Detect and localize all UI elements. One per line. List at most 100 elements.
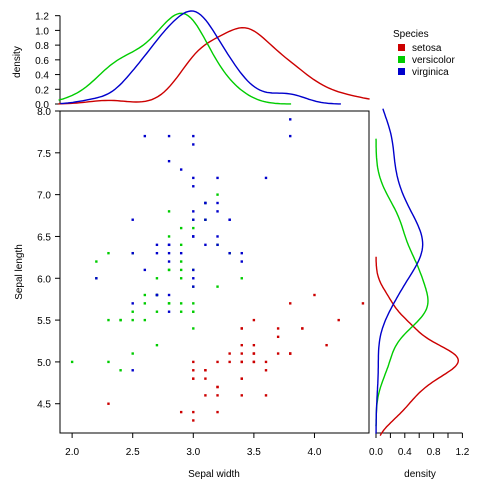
point-setosa — [240, 352, 243, 355]
y-axis: 4.5 5.0 5.5 6.0 6.5 7.0 7.5 8.0 — [37, 107, 60, 411]
point-setosa — [204, 377, 207, 380]
right-density-curve-setosa — [375, 256, 460, 436]
top-density-curve-virginica — [60, 10, 341, 105]
point-virginica — [192, 285, 195, 288]
legend-swatch-setosa — [398, 44, 405, 51]
point-setosa — [107, 402, 110, 405]
point-setosa — [192, 410, 195, 414]
x-tick-label: 2.5 — [126, 447, 140, 458]
top-density-y-tick-label: 0.8 — [35, 41, 49, 52]
point-setosa — [240, 343, 243, 347]
point-virginica — [192, 134, 195, 138]
point-setosa — [252, 360, 256, 364]
point-virginica — [167, 251, 171, 255]
point-setosa — [192, 369, 195, 372]
y-tick-label: 6.5 — [37, 232, 51, 243]
point-virginica — [131, 251, 134, 255]
right-density-x-tick-label: 1.2 — [455, 447, 469, 458]
point-virginica — [192, 277, 195, 280]
point-virginica — [131, 369, 134, 372]
point-setosa — [361, 302, 365, 305]
point-versicolor — [216, 193, 219, 196]
point-setosa — [216, 410, 219, 414]
point-setosa — [216, 385, 219, 389]
point-versicolor — [107, 318, 110, 322]
point-virginica — [240, 260, 243, 263]
y-axis-label: Sepal length — [14, 244, 25, 300]
point-setosa — [313, 293, 316, 297]
point-virginica — [192, 268, 195, 272]
point-setosa — [192, 377, 195, 380]
top-density-y-tick-label: 0.0 — [35, 100, 49, 111]
legend-label-virginica: virginica — [412, 67, 449, 78]
point-virginica — [204, 218, 207, 221]
point-versicolor — [179, 260, 183, 263]
point-virginica — [216, 243, 219, 247]
point-virginica — [216, 235, 219, 238]
main-scatter-panel: 2.0 2.5 3.0 3.5 4.0 4.5 5.0 5.5 6.0 6.5 7.0 7.5 8.0… — [14, 107, 370, 480]
point-setosa — [240, 377, 243, 380]
point-virginica — [95, 277, 98, 280]
y-tick-label: 7.0 — [37, 191, 51, 202]
point-virginica — [167, 159, 171, 163]
right-density-curve-virginica — [375, 108, 424, 434]
point-versicolor — [179, 226, 183, 230]
point-setosa — [289, 302, 292, 305]
point-setosa — [240, 394, 243, 397]
point-setosa — [216, 360, 219, 364]
x-axis: 2.0 2.5 3.0 3.5 4.0 — [65, 433, 322, 458]
point-setosa — [337, 318, 340, 322]
plot-frame — [59, 110, 370, 434]
point-setosa — [204, 369, 207, 372]
point-virginica — [192, 176, 195, 180]
point-versicolor — [155, 343, 159, 347]
top-density-y-tick-label: 0.6 — [35, 56, 49, 67]
right-density-curve-versicolor — [375, 138, 429, 427]
right-density-panel: 0.0 0.4 0.8 1.2 density — [369, 108, 470, 480]
point-virginica — [155, 293, 159, 297]
point-setosa — [325, 343, 328, 347]
right-density-curves — [375, 108, 460, 436]
right-density-x-axis: 0.0 0.4 0.8 1.2 — [369, 432, 470, 458]
point-versicolor — [167, 302, 171, 305]
point-virginica — [204, 201, 207, 205]
x-tick-label: 3.5 — [247, 447, 261, 458]
point-setosa — [264, 369, 268, 372]
x-axis-label: Sepal width — [188, 469, 240, 480]
point-virginica — [192, 185, 195, 188]
point-versicolor — [131, 318, 134, 322]
point-virginica — [289, 118, 292, 121]
point-virginica — [131, 218, 134, 221]
point-virginica — [240, 251, 243, 255]
point-setosa — [276, 352, 280, 355]
point-versicolor — [179, 243, 183, 247]
point-versicolor — [107, 360, 110, 364]
legend-title: Species — [393, 29, 429, 40]
x-tick-label: 3.0 — [186, 447, 200, 458]
point-versicolor — [155, 277, 159, 280]
top-density-y-axis: 0.0 0.2 0.4 0.6 0.8 1.0 1.2 — [35, 12, 61, 111]
y-tick-label: 4.5 — [37, 400, 51, 411]
point-setosa — [204, 394, 207, 397]
point-versicolor — [179, 268, 183, 272]
point-versicolor — [70, 360, 74, 364]
point-versicolor — [155, 310, 159, 313]
top-density-curve-setosa — [58, 26, 370, 105]
legend-swatch-versicolor — [398, 56, 405, 63]
point-versicolor — [95, 260, 98, 263]
point-setosa — [179, 410, 183, 414]
point-versicolor — [179, 277, 183, 280]
point-virginica — [192, 143, 195, 146]
point-virginica — [216, 201, 219, 205]
point-setosa — [276, 327, 280, 330]
y-tick-label: 7.5 — [37, 149, 51, 160]
point-setosa — [264, 360, 268, 364]
point-virginica — [167, 134, 171, 138]
point-versicolor — [131, 310, 134, 313]
point-setosa — [289, 352, 292, 355]
point-virginica — [192, 210, 195, 213]
point-virginica — [167, 243, 171, 247]
point-virginica — [179, 251, 183, 255]
right-density-x-tick-label: 0.8 — [427, 447, 441, 458]
